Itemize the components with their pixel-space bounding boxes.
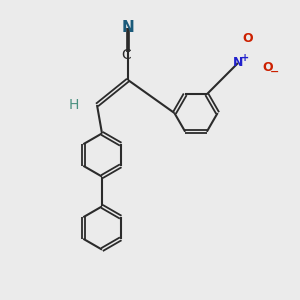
Text: C: C bbox=[122, 48, 131, 62]
Text: −: − bbox=[270, 67, 279, 76]
Text: N: N bbox=[122, 20, 134, 35]
Text: H: H bbox=[69, 98, 79, 112]
Text: +: + bbox=[241, 52, 249, 63]
Text: N: N bbox=[233, 56, 243, 70]
Text: O: O bbox=[243, 32, 253, 44]
Text: O: O bbox=[263, 61, 273, 74]
